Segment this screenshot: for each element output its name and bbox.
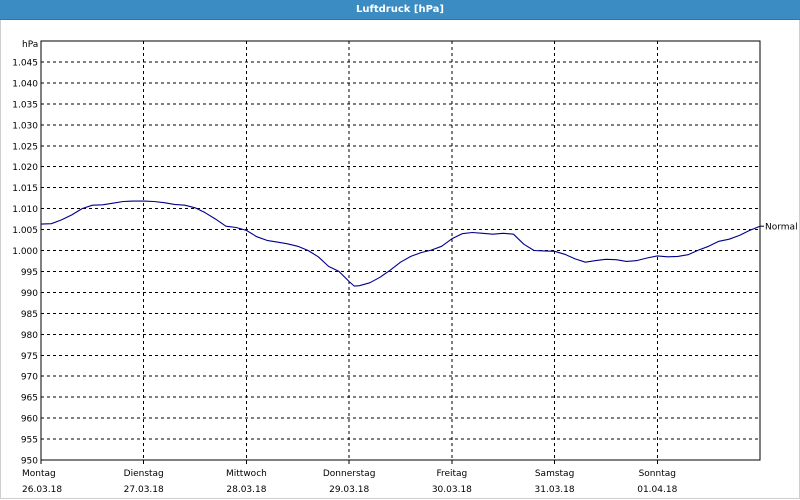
y-tick-label: 1.030 — [12, 121, 38, 131]
x-tick-date-label: 30.03.18 — [432, 485, 472, 495]
chart-title: Luftdruck [hPa] — [356, 4, 444, 15]
x-tick-date-label: 27.03.18 — [124, 485, 164, 495]
x-tick-day-label: Samstag — [535, 469, 574, 479]
x-tick-day-label: Donnerstag — [323, 469, 376, 479]
x-tick-date-label: 28.03.18 — [226, 485, 266, 495]
y-tick-label: 1.000 — [12, 247, 38, 257]
y-tick-label: 975 — [21, 352, 38, 362]
y-tick-label: 985 — [21, 310, 38, 320]
x-tick-day-label: Sonntag — [639, 469, 676, 479]
y-tick-label: 960 — [21, 415, 38, 425]
y-tick-label: 1.010 — [12, 205, 38, 215]
y-tick-label: 955 — [21, 436, 38, 446]
chart-title-bar: Luftdruck [hPa] — [0, 0, 800, 20]
y-tick-label: 1.020 — [12, 163, 38, 173]
y-tick-label: 1.040 — [12, 79, 38, 89]
y-tick-label: 1.025 — [12, 142, 38, 152]
x-tick-date-label: 01.04.18 — [637, 485, 677, 495]
y-tick-label: 1.035 — [12, 100, 38, 110]
plot-border — [40, 40, 761, 461]
x-tick-day-label: Montag — [22, 469, 56, 479]
y-tick-label: 965 — [21, 394, 38, 404]
x-tick-date-label: 26.03.18 — [22, 485, 62, 495]
y-tick-label: 980 — [21, 331, 38, 341]
pressure-series-line — [40, 200, 761, 287]
y-axis-label: hPa — [22, 40, 38, 50]
plot-area — [41, 41, 760, 460]
y-tick-label: 970 — [21, 373, 38, 383]
normal-marker-label: Normal — [765, 223, 798, 233]
x-tick-day-label: Mittwoch — [226, 469, 267, 479]
x-tick-day-label: Dienstag — [124, 469, 164, 479]
x-tick-date-label: 31.03.18 — [535, 485, 575, 495]
y-tick-label: 990 — [21, 289, 38, 299]
y-tick-label: 1.015 — [12, 184, 38, 194]
x-tick-day-label: Freitag — [436, 469, 467, 479]
y-tick-label: 995 — [21, 268, 38, 278]
y-tick-label: 950 — [21, 457, 38, 467]
x-tick-date-label: 29.03.18 — [329, 485, 369, 495]
y-tick-label: 1.045 — [12, 58, 38, 68]
y-tick-label: 1.005 — [12, 226, 38, 236]
